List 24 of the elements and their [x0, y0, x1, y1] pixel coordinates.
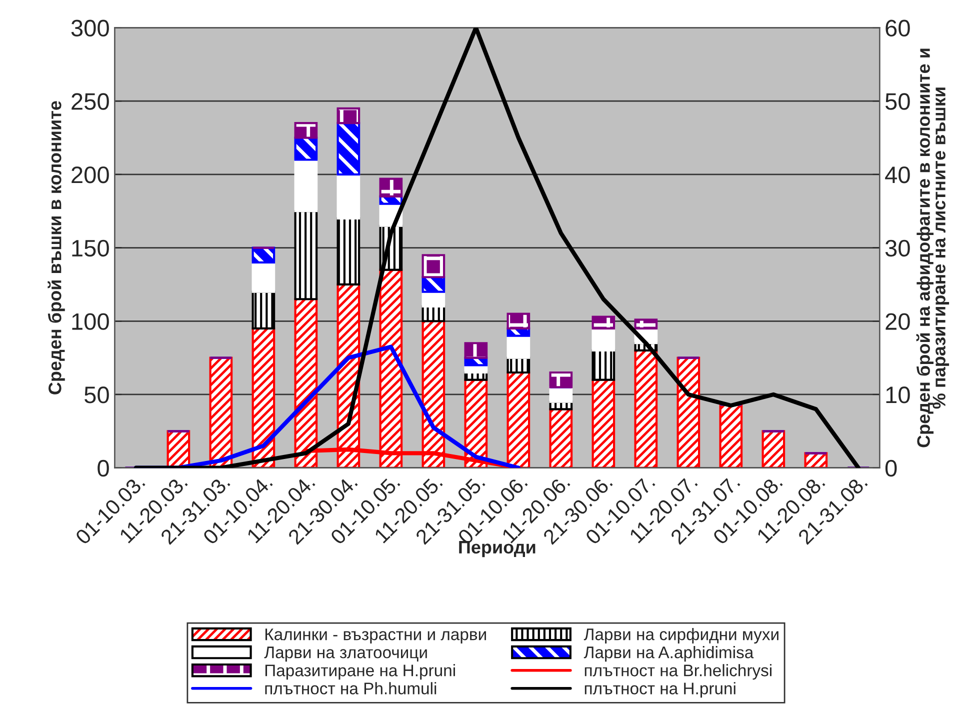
y2-tick-label: 50 — [885, 93, 910, 110]
y-tick-label: 300 — [71, 20, 109, 37]
y-tick-label: 250 — [72, 93, 109, 110]
y2-tick-label: 20 — [886, 313, 910, 330]
y-tick-label: 200 — [72, 166, 109, 184]
y-tick-label: 50 — [84, 386, 109, 404]
y2-tick-label: 10 — [886, 386, 910, 404]
legend-label: Ларви на златоочици — [264, 646, 427, 662]
y2-tick-label: 0 — [885, 460, 897, 477]
y2-axis-title: Среден брой на афидофагите в колониите и % паразитиране на листните въшки — [916, 48, 950, 448]
legend-label: Паразитиране на H.pruni — [265, 664, 455, 680]
y-tick-label: 0 — [98, 460, 109, 477]
legend-label: Ларви на A.aphidimisa — [584, 646, 754, 662]
legend-label: Калинки - възрастни и ларви — [265, 628, 486, 644]
y-axis-title: Среден брой въшки в колониите — [48, 101, 65, 394]
legend-label: плътност на Ph.humuli — [265, 682, 436, 694]
y-tick-label: 100 — [72, 313, 109, 330]
y2-tick-label: 40 — [885, 166, 910, 184]
y-tick-label: 150 — [72, 240, 109, 257]
legend-label: плътност на Br.helichrysi — [584, 664, 772, 680]
legend-label: плътност на H.pruni — [584, 682, 736, 698]
legend-label: Ларви на сирфидни мухи — [584, 628, 778, 644]
y2-tick-label: 60 — [886, 20, 910, 37]
y2-tick-label: 30 — [885, 240, 910, 257]
